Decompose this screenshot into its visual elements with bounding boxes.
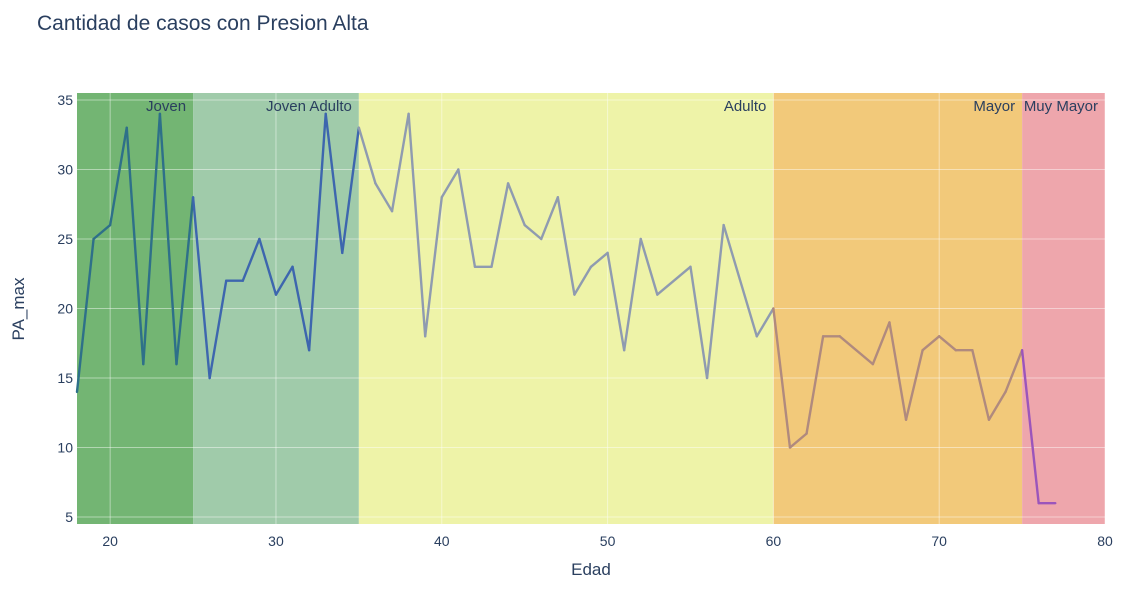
line-segment-53 bbox=[1004, 349, 1024, 394]
y-tick-6: 35 bbox=[57, 92, 73, 108]
data-line bbox=[75, 112, 1057, 505]
y-tick-2: 15 bbox=[57, 370, 73, 386]
line-segment-27 bbox=[523, 223, 543, 241]
line-segment-23 bbox=[457, 168, 477, 268]
line-segment-16 bbox=[341, 126, 361, 255]
band-labels: Joven Joven Adulto Adulto Mayor Muy Mayor bbox=[146, 98, 1098, 115]
line-segment-1 bbox=[92, 223, 112, 241]
line-segment-5 bbox=[158, 112, 178, 366]
x-tick-6: 80 bbox=[1097, 533, 1113, 549]
band-label-0: Joven bbox=[146, 98, 186, 115]
line-segment-39 bbox=[755, 307, 775, 338]
line-segment-52 bbox=[987, 390, 1007, 421]
line-segment-47 bbox=[904, 349, 924, 421]
line-segment-44 bbox=[838, 335, 875, 366]
line-segment-15 bbox=[324, 112, 344, 255]
x-axis-label: Edad bbox=[571, 560, 611, 579]
line-segment-22 bbox=[440, 168, 460, 199]
band-3 bbox=[773, 93, 1023, 524]
line-segment-25 bbox=[490, 182, 510, 268]
x-tick-3: 50 bbox=[600, 533, 616, 549]
line-segment-51 bbox=[971, 349, 991, 421]
line-segment-20 bbox=[407, 112, 427, 338]
line-segment-32 bbox=[606, 251, 626, 352]
line-segment-21 bbox=[423, 196, 443, 338]
line-segment-41 bbox=[788, 432, 808, 449]
y-axis-ticks: 5 10 15 20 25 30 35 bbox=[57, 92, 73, 525]
x-tick-1: 30 bbox=[268, 533, 284, 549]
line-segment-6 bbox=[175, 196, 195, 366]
line-segment-48 bbox=[921, 335, 941, 352]
line-segment-33 bbox=[622, 237, 642, 352]
x-tick-2: 40 bbox=[434, 533, 450, 549]
line-segment-3 bbox=[125, 126, 145, 366]
line-segment-37 bbox=[705, 223, 725, 380]
line-segment-10 bbox=[241, 237, 261, 282]
line-segment-35 bbox=[656, 265, 692, 296]
line-segment-26 bbox=[506, 182, 526, 227]
y-axis-label: PA_max bbox=[9, 277, 28, 340]
y-tick-0: 5 bbox=[65, 509, 73, 525]
x-axis-ticks: 20 30 40 50 60 70 80 bbox=[102, 533, 1113, 549]
x-tick-5: 70 bbox=[931, 533, 947, 549]
line-segment-42 bbox=[805, 335, 825, 435]
gridlines bbox=[77, 93, 1106, 524]
line-segment-4 bbox=[142, 112, 162, 366]
line-segment-36 bbox=[689, 265, 709, 380]
line-segment-30 bbox=[573, 265, 593, 296]
x-tick-4: 60 bbox=[766, 533, 782, 549]
line-segment-29 bbox=[556, 196, 576, 296]
line-segment-45 bbox=[871, 321, 891, 366]
line-segment-38 bbox=[722, 223, 759, 338]
line-segment-19 bbox=[390, 112, 410, 213]
y-tick-3: 20 bbox=[57, 301, 73, 317]
y-tick-5: 30 bbox=[57, 161, 73, 177]
line-segment-13 bbox=[291, 265, 311, 352]
chart-title: Cantidad de casos con Presion Alta bbox=[37, 12, 369, 35]
line-segment-49 bbox=[937, 335, 957, 352]
x-tick-0: 20 bbox=[102, 533, 118, 549]
band-label-4: Muy Mayor bbox=[1024, 98, 1098, 115]
y-tick-4: 25 bbox=[57, 231, 73, 247]
line-segment-28 bbox=[540, 196, 560, 241]
line-segment-7 bbox=[191, 196, 211, 380]
line-segment-54 bbox=[1020, 349, 1040, 505]
line-segment-34 bbox=[639, 237, 659, 296]
band-4 bbox=[1022, 93, 1105, 524]
band-label-2: Adulto bbox=[724, 98, 767, 115]
line-segment-46 bbox=[888, 321, 908, 421]
line-segment-31 bbox=[589, 251, 609, 268]
line-segment-2 bbox=[108, 126, 128, 227]
line-segment-18 bbox=[374, 182, 394, 213]
line-segment-0 bbox=[75, 237, 95, 394]
line-segment-12 bbox=[274, 265, 294, 296]
line-segment-40 bbox=[772, 307, 792, 449]
line-segment-17 bbox=[357, 126, 377, 185]
line-segment-14 bbox=[307, 112, 327, 352]
line-segment-11 bbox=[258, 237, 278, 296]
y-tick-1: 10 bbox=[57, 440, 73, 456]
band-label-3: Mayor bbox=[973, 98, 1015, 115]
line-segment-8 bbox=[208, 279, 228, 380]
band-label-1: Joven Adulto bbox=[266, 98, 352, 115]
